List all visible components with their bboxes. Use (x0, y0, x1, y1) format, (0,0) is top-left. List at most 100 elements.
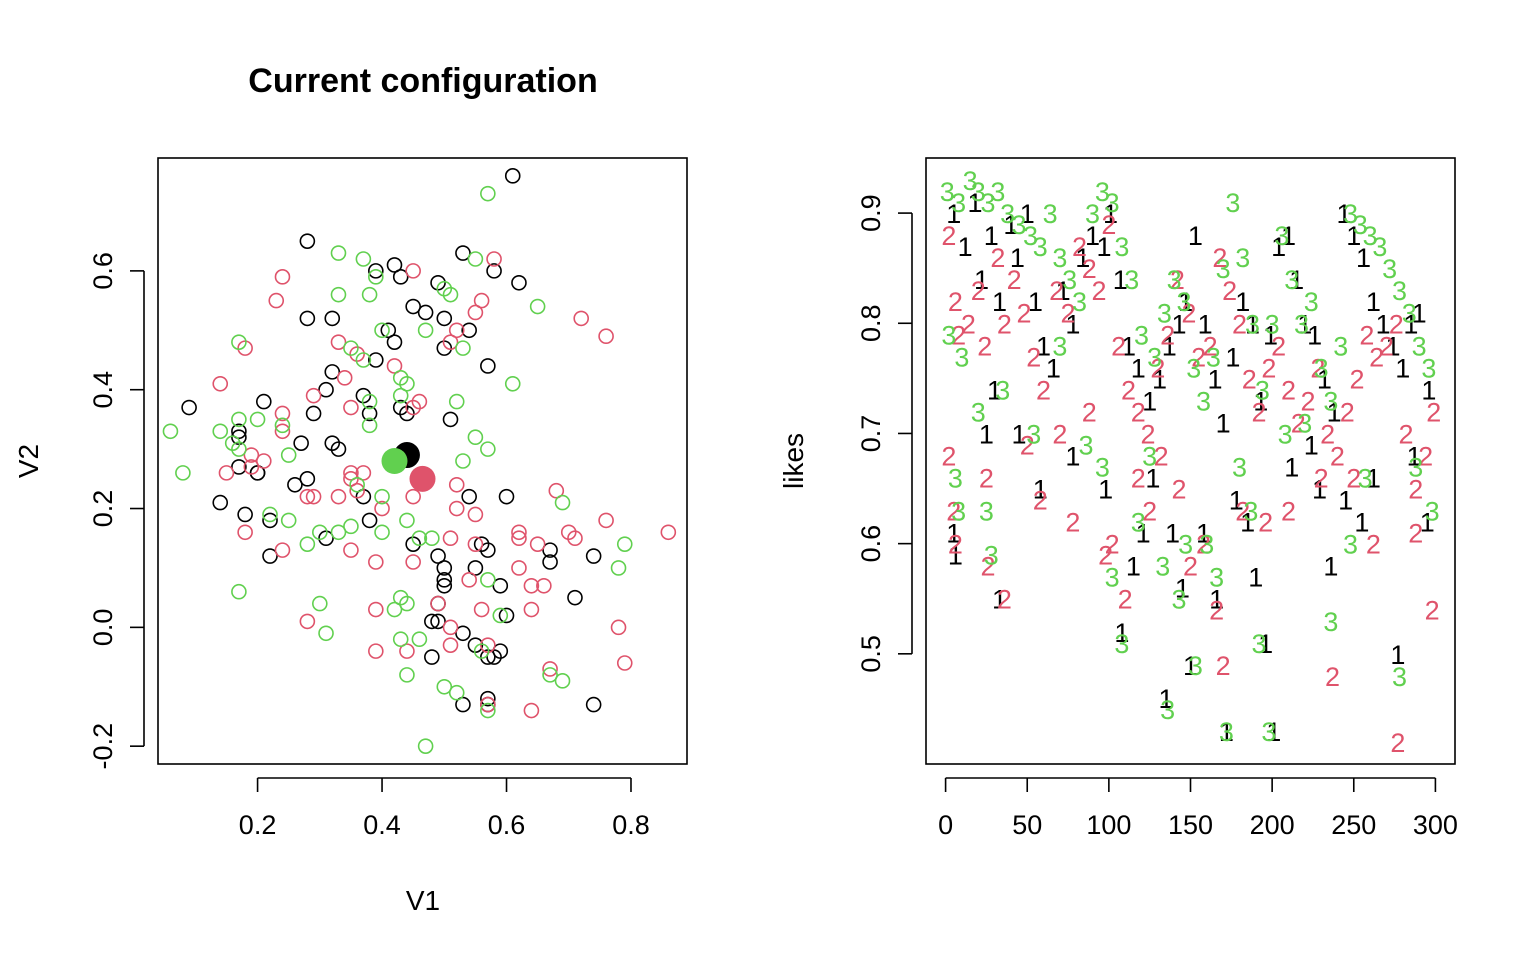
point-group-1: 1 (1304, 430, 1319, 460)
point-group-2 (467, 506, 484, 523)
point-group-3: 3 (990, 177, 1005, 207)
point-group-1 (330, 441, 347, 457)
point-group-2: 2 (1026, 342, 1041, 372)
point-group-2 (268, 292, 285, 309)
point-group-2: 2 (977, 331, 992, 361)
point-group-2: 2 (1111, 331, 1126, 361)
point-group-1 (430, 613, 446, 630)
point-group-1 (585, 548, 602, 564)
point-group-3 (436, 678, 453, 695)
point-group-1: 1 (1065, 441, 1080, 471)
point-group-3: 3 (1392, 276, 1407, 306)
point-group-2: 2 (1154, 441, 1169, 471)
right-y-tick-label: 0.8 (856, 304, 886, 342)
point-group-3 (274, 417, 291, 434)
point-group-3: 3 (1235, 243, 1250, 273)
point-group-3: 3 (1274, 221, 1289, 251)
point-group-3: 3 (1196, 386, 1211, 416)
point-group-2: 2 (1170, 265, 1185, 295)
point-group-2: 2 (1281, 497, 1296, 527)
point-group-3 (399, 595, 415, 612)
point-group-1 (498, 607, 515, 624)
point-group-2: 2 (1191, 342, 1206, 372)
point-group-2: 2 (981, 552, 996, 582)
point-group-1 (380, 322, 397, 339)
point-group-1: 1 (1412, 298, 1427, 328)
point-group-1 (455, 696, 471, 713)
point-group-1: 1 (979, 419, 994, 449)
point-group-1: 1 (1113, 265, 1128, 295)
point-group-3: 3 (1114, 629, 1129, 659)
y-axis-right: 0.5 0.6 0.7 0.8 0.9 (856, 194, 913, 673)
point-group-3 (349, 476, 365, 493)
point-group-2: 2 (1101, 210, 1116, 240)
point-group-2 (567, 530, 583, 547)
point-group-1 (262, 512, 278, 529)
point-group-2: 2 (941, 441, 956, 471)
point-group-2 (473, 292, 490, 309)
y-axis-label-left: V2 (13, 444, 44, 478)
group-centroids (381, 442, 436, 492)
point-group-3 (480, 185, 496, 202)
point-group-3: 3 (1023, 221, 1038, 251)
point-group-2 (330, 488, 347, 505)
point-group-2: 2 (1281, 375, 1296, 405)
point-group-1 (386, 257, 403, 273)
point-group-1: 1 (1209, 585, 1224, 615)
point-group-1: 1 (1085, 221, 1100, 251)
point-group-3 (455, 340, 471, 356)
point-group-2: 2 (1212, 243, 1227, 273)
point-group-2: 2 (1408, 475, 1423, 505)
point-group-3 (231, 411, 247, 428)
point-group-1: 1 (1366, 287, 1381, 317)
point-group-2: 2 (1426, 397, 1441, 427)
point-group-3 (610, 560, 627, 576)
point-group-1 (504, 168, 521, 184)
point-group-1: 1 (967, 188, 982, 218)
point-group-1: 1 (1165, 519, 1180, 549)
point-group-2 (523, 601, 540, 618)
point-group-2: 2 (1052, 419, 1067, 449)
point-group-3 (374, 488, 390, 505)
point-group-1 (585, 696, 602, 713)
point-group-1: 1 (1327, 397, 1342, 427)
point-group-2: 2 (1222, 276, 1237, 306)
point-group-1 (361, 405, 378, 422)
point-group-2 (255, 453, 272, 469)
point-group-2: 2 (1242, 364, 1257, 394)
point-group-2: 2 (1408, 519, 1423, 549)
point-group-1: 1 (1131, 353, 1146, 383)
panel-likes: 0 50 100 150 200 250 300 0.5 0.6 0.7 0.8 0.9 likes… (778, 157, 1458, 840)
point-group-3: 3 (1323, 607, 1338, 637)
point-group-3 (473, 643, 490, 659)
point-group-1 (461, 488, 477, 505)
point-group-3 (455, 453, 471, 469)
point-group-3 (386, 601, 403, 618)
point-group-2: 2 (1291, 408, 1306, 438)
point-group-1: 1 (1258, 629, 1273, 659)
point-group-2 (486, 251, 502, 267)
point-group-3 (448, 684, 465, 701)
point-group-3: 3 (1105, 563, 1120, 593)
point-group-2 (237, 524, 253, 541)
point-group-2: 2 (1160, 320, 1175, 350)
plot-frame-left (157, 157, 688, 765)
point-group-2 (299, 488, 316, 505)
point-group-1 (324, 310, 341, 327)
point-group-1: 1 (1126, 552, 1141, 582)
point-group-2: 2 (1105, 530, 1120, 560)
point-group-1 (492, 643, 509, 659)
point-group-2 (343, 542, 359, 558)
point-group-1: 1 (1152, 364, 1167, 394)
point-group-3 (399, 667, 415, 683)
point-group-3 (467, 251, 484, 267)
point-group-2: 2 (1216, 651, 1231, 681)
point-group-2: 2 (948, 287, 963, 317)
point-group-1 (492, 577, 509, 594)
point-group-1: 1 (1033, 475, 1048, 505)
point-group-3: 3 (1178, 530, 1193, 560)
point-group-1 (212, 494, 229, 511)
left-x-tick-label: 0.6 (488, 810, 526, 840)
point-group-3 (374, 524, 390, 541)
point-group-3: 3 (1245, 309, 1260, 339)
